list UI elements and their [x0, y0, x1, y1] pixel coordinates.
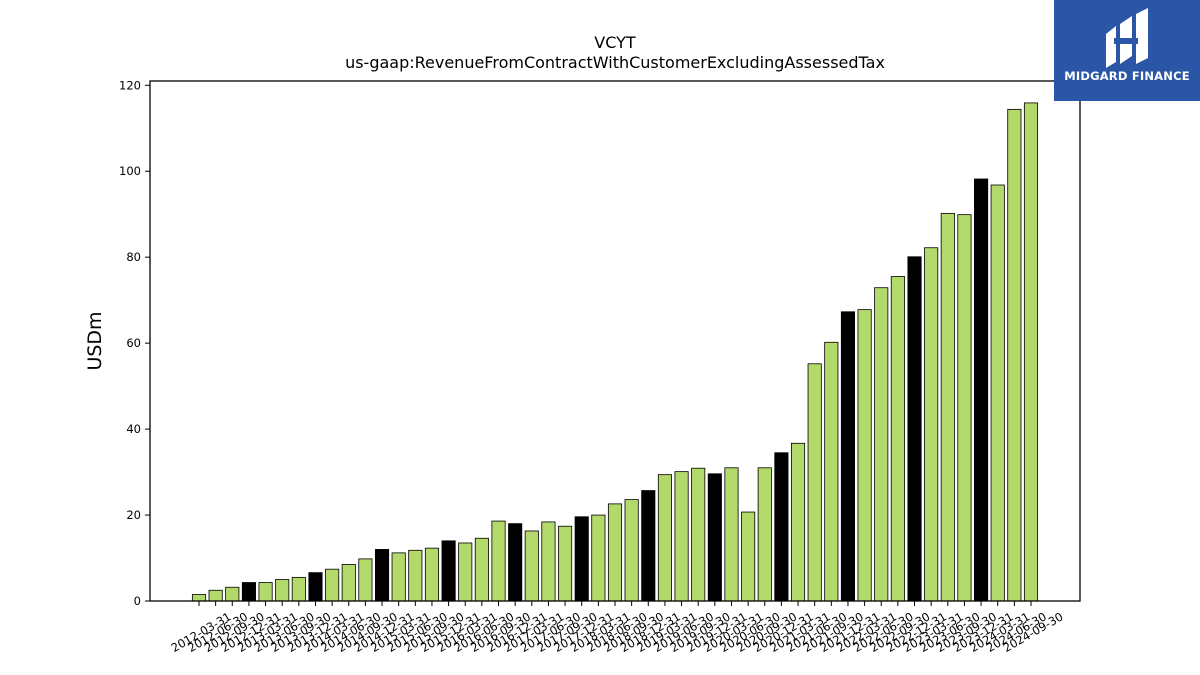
bar-2012-09-30: [225, 586, 240, 602]
bar-2012-03-31: [191, 594, 207, 602]
plot-frame: [149, 80, 1081, 602]
y-tick-label: 120: [119, 78, 141, 92]
bar-2017-09-30: [558, 525, 573, 602]
bar-2015-09-30: [424, 547, 440, 602]
bar-2014-09-30: [358, 558, 373, 602]
bar-2022-09-30: [890, 276, 905, 602]
y-axis-label: USDm: [84, 311, 106, 370]
bar-2022-12-31: [907, 256, 922, 602]
bar-2018-06-30: [607, 503, 623, 602]
bar-2012-12-31: [241, 582, 256, 602]
y-tick-label: 40: [126, 422, 141, 436]
bar-2014-03-31: [325, 568, 340, 602]
bar-2017-03-31: [524, 530, 539, 602]
bar-2019-06-30: [674, 471, 689, 602]
bar-2018-03-31: [591, 514, 606, 602]
bar-2024-03-31: [990, 184, 1005, 602]
y-tick-label: 0: [134, 594, 141, 608]
bar-2013-03-31: [258, 582, 273, 602]
bar-2023-12-31: [974, 178, 989, 602]
bar-2022-06-30: [874, 287, 889, 602]
bar-2016-06-30: [474, 537, 489, 602]
bar-2018-09-30: [624, 499, 639, 602]
y-tick-label: 60: [126, 336, 141, 350]
bar-2021-09-30: [824, 341, 839, 602]
bar-2014-06-30: [341, 564, 356, 602]
bar-2014-12-31: [374, 549, 390, 602]
bar-2020-06-30: [741, 511, 756, 602]
bar-2018-12-31: [641, 490, 656, 602]
midgard-finance-logo: MIDGARD FINANCE: [1054, 0, 1200, 101]
bar-2020-12-31: [774, 452, 789, 602]
bar-2015-12-31: [441, 540, 456, 602]
y-tick-label: 100: [119, 164, 141, 178]
bar-2023-06-30: [940, 212, 955, 602]
bar-2022-03-31: [857, 309, 872, 602]
bar-2021-12-31: [840, 311, 856, 602]
bar-2020-03-31: [724, 467, 739, 602]
bar-2019-03-31: [657, 474, 672, 602]
bar-2020-09-30: [757, 467, 772, 602]
bar-2013-12-31: [308, 572, 323, 602]
bar-2016-12-31: [508, 523, 523, 602]
bar-2015-06-30: [408, 549, 423, 602]
bar-2015-03-31: [391, 552, 406, 602]
bar-2016-03-31: [458, 542, 473, 602]
bar-2013-09-30: [291, 576, 306, 602]
bar-2017-12-31: [574, 516, 589, 602]
y-tick-label: 80: [126, 250, 141, 264]
logo-text: MIDGARD FINANCE: [1064, 69, 1190, 83]
bar-2017-06-30: [541, 521, 556, 602]
chart-subtitle: us-gaap:RevenueFromContractWithCustomerE…: [345, 53, 885, 72]
bar-2016-09-30: [491, 520, 506, 602]
bar-2023-03-31: [924, 247, 939, 602]
x-axis: 2012-03-312012-06-302012-09-302012-12-31…: [169, 601, 1066, 655]
bar-2019-09-30: [691, 467, 706, 602]
bar-2024-09-30: [1023, 102, 1039, 602]
bar-2021-06-30: [807, 363, 822, 602]
bar-2021-03-31: [790, 442, 806, 602]
y-axis: 0 20 40 60 80 100 120: [119, 78, 150, 608]
bar-2012-06-30: [208, 589, 223, 602]
midgard-logo-icon: [1106, 8, 1148, 68]
bar-2019-12-31: [707, 473, 722, 602]
bar-2013-06-30: [275, 579, 290, 602]
bar-series: [191, 102, 1039, 602]
y-tick-label: 20: [126, 508, 141, 522]
chart-title: VCYT: [594, 33, 636, 52]
bar-2024-06-30: [1007, 108, 1022, 602]
bar-2023-09-30: [957, 214, 972, 602]
